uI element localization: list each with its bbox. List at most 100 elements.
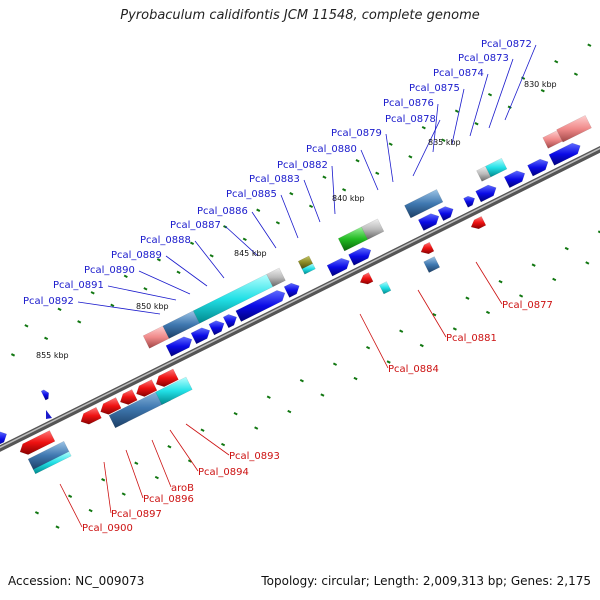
gene-label: aroB [171,483,194,494]
feature-block [485,157,508,178]
marker-triangle [46,410,52,419]
gene-label: Pcal_0893 [229,451,280,462]
coordinate-dot [386,360,391,364]
coordinate-dot [299,378,304,383]
coordinate-dot [332,362,338,366]
feature-block [361,218,385,240]
feature-block [404,189,444,219]
gene-label: Pcal_0876 [383,98,434,109]
cds-reverse [119,389,138,405]
coordinate-dot [375,171,380,175]
coordinate-dot [189,241,195,245]
backbone-highlight [0,147,600,449]
cds-reverse [420,241,435,255]
leader-line [59,483,83,528]
cds-forward [503,170,526,189]
cds-reverse [155,368,179,388]
leader-line [169,429,199,472]
coordinate-dot [474,122,479,126]
coordinate-dot [308,204,314,208]
scale-tick-label: 840 kbp [332,194,365,203]
gene-label: Pcal_0881 [446,333,497,344]
scale-tick-label: 850 kbp [136,302,169,311]
leader-line [103,461,112,514]
coordinate-dots [10,43,600,529]
coordinate-dot [110,303,115,308]
coordinate-dot [88,508,93,513]
gene-labels: Pcal_0872 Pcal_0873 Pcal_0874 Pcal_0875 Pcal… [23,39,553,534]
leader-line [488,58,514,129]
leader-line [412,119,441,177]
coordinate-dot [275,221,280,225]
coordinate-dot [441,138,446,142]
gene-label: Pcal_0887 [170,220,221,231]
scale-tick-label: 855 kbp [36,351,69,360]
coordinate-dot [156,258,161,262]
coordinate-dot [388,142,393,146]
feature-block [301,263,316,275]
cds-forward [417,213,440,231]
coordinate-dot [44,336,49,341]
leader-line [280,194,299,239]
cds-reverse [136,379,158,397]
coordinate-dot [399,329,404,333]
cds-forward [548,142,581,166]
coordinate-dot [322,175,327,179]
gene-label: Pcal_0872 [481,39,532,50]
feature-block [27,440,70,471]
gene-label: Pcal_0897 [111,509,162,520]
coordinate-dot [287,409,292,414]
leader-line [224,225,259,257]
coordinate-dot [154,475,159,480]
leader-line [251,211,277,249]
coordinate-dot [554,59,559,64]
cds-forward [0,431,7,445]
leader-line [303,179,321,223]
cds-forward [475,184,497,203]
coordinate-dot [487,92,493,97]
feature-block [556,115,592,143]
coordinate-dot [24,324,29,328]
cds-reverse [19,430,56,455]
gene-label: Pcal_0883 [249,174,300,185]
cds-reverse [470,215,487,230]
gene-label: Pcal_0882 [277,160,328,171]
cds-reverse [100,397,122,415]
leader-line [451,88,465,145]
coordinate-dot [498,279,503,284]
coordinate-dot [209,254,214,258]
feature-block [32,451,72,475]
coordinate-dot [123,274,128,278]
gene-label: Pcal_0878 [385,114,436,125]
gene-label: Pcal_0886 [197,206,248,217]
leader-line [475,261,503,305]
coordinate-dot [452,327,457,331]
gene-label: Pcal_0880 [306,144,357,155]
coordinate-dot [552,277,557,282]
gene-label: Pcal_0892 [23,296,74,307]
cds-forward [235,290,286,322]
cds-reverse [359,272,374,285]
cds-forward [348,247,372,266]
coordinate-dot [531,263,536,267]
cds-forward [208,320,225,336]
coordinate-dot [10,353,16,357]
leader-line [432,103,439,153]
leader-line [194,240,225,279]
leader-line [165,255,208,287]
cds-forward [40,389,49,401]
leader-line [385,133,394,183]
gene-label: Pcal_0900 [82,523,133,534]
coordinate-dot [564,246,569,251]
leader-line [417,289,447,338]
coordinate-dot [200,428,205,432]
feature-block [155,376,193,406]
coordinate-dot [419,343,424,348]
cds-forward [326,257,350,277]
coordinate-dot [573,72,578,76]
cds-forward [190,327,211,345]
leader-line [125,449,144,499]
coordinate-dot [507,105,512,109]
leader-line [469,73,489,137]
coordinate-dot [101,478,106,482]
